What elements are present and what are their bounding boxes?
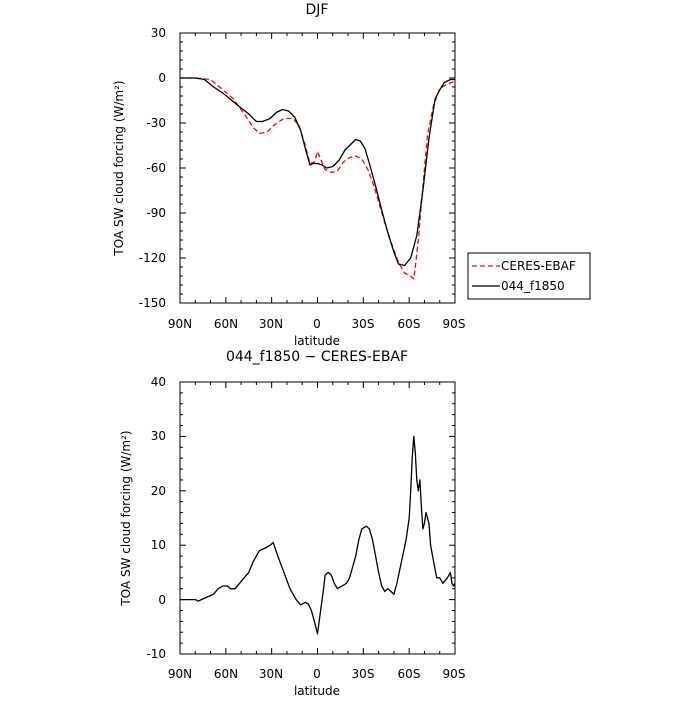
y-tick-label: 20: [151, 484, 166, 498]
x-tick-label: 60S: [398, 317, 421, 331]
panel-djf: DJF 90N 60N 30N 0 30S 60S 90S -150 -120 …: [112, 2, 591, 348]
x-tick-labels: 90N 60N 30N 0 30S 60S 90S: [168, 317, 466, 331]
x-tick-label: 90N: [168, 667, 192, 681]
y-tick-label: 0: [158, 71, 166, 85]
x-tick-label: 30N: [259, 317, 283, 331]
y-tick-label: -60: [146, 161, 166, 175]
x-tick-label: 0: [313, 317, 321, 331]
y-tick-label: 30: [151, 26, 166, 40]
y-axis-label: TOA SW cloud forcing (W/m²): [112, 80, 126, 256]
plot-frame: [179, 381, 456, 655]
legend: CERES-EBAF 044_f1850: [467, 252, 591, 300]
y-tick-label: -30: [146, 116, 166, 130]
y-tick-labels: -150 -120 -90 -60 -30 0 30: [139, 26, 166, 310]
panel-title: 044_f1850 − CERES-EBAF: [226, 349, 408, 365]
y-tick-label: -150: [139, 296, 166, 310]
data-lines: [180, 435, 456, 635]
x-axis-label: latitude: [294, 334, 340, 348]
tick-marks: [179, 381, 456, 655]
x-tick-label: 0: [313, 667, 321, 681]
panel-title: DJF: [306, 2, 329, 18]
tick-marks: [179, 32, 456, 304]
y-tick-label: 0: [158, 593, 166, 607]
x-tick-labels: 90N 60N 30N 0 30S 60S 90S: [168, 667, 466, 681]
x-tick-label: 60S: [398, 667, 421, 681]
legend-box: [467, 252, 591, 300]
y-tick-label: 10: [151, 538, 166, 552]
x-tick-label: 30N: [259, 667, 283, 681]
panel-difference: 044_f1850 − CERES-EBAF 90N 60N 30N 0 30S…: [119, 349, 465, 698]
y-tick-label: -10: [146, 647, 166, 661]
y-tick-label: 40: [151, 375, 166, 389]
legend-label: CERES-EBAF: [501, 259, 576, 273]
x-tick-label: 90S: [443, 667, 466, 681]
x-tick-label: 30S: [352, 667, 375, 681]
y-tick-label: -90: [146, 206, 166, 220]
x-tick-label: 60N: [214, 317, 238, 331]
y-tick-label: -120: [139, 251, 166, 265]
x-tick-label: 60N: [214, 667, 238, 681]
x-tick-label: 90N: [168, 317, 192, 331]
plot-frame: [179, 32, 456, 304]
data-lines: [180, 77, 456, 280]
series-line-ceres-ebaf: [180, 77, 456, 280]
x-tick-label: 90S: [443, 317, 466, 331]
series-line-044-f1850: [180, 77, 455, 267]
y-tick-label: 30: [151, 429, 166, 443]
x-tick-label: 30S: [352, 317, 375, 331]
legend-label: 044_f1850: [501, 279, 565, 293]
x-axis-label: latitude: [294, 684, 340, 698]
y-tick-labels: -10 0 10 20 30 40: [146, 375, 166, 661]
series-line-difference: [180, 435, 456, 635]
y-axis-label: TOA SW cloud forcing (W/m²): [119, 430, 133, 606]
